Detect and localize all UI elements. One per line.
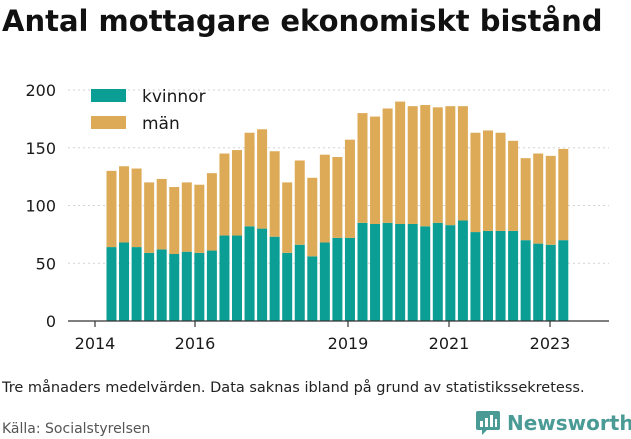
legend-label-kvinnor: kvinnor xyxy=(142,87,206,107)
bar-segment-män xyxy=(257,129,268,229)
bar-segment-kvinnor xyxy=(206,250,217,321)
x-tick-label: 2019 xyxy=(328,334,369,353)
bar-segment-kvinnor xyxy=(106,247,117,321)
bar-segment-män xyxy=(407,106,418,224)
stacked-bar-chart: 0 50 100 150 200 2014 2016 2019 2021 2023 kvinno… xyxy=(25,81,609,353)
bar-segment-män xyxy=(332,156,343,238)
bar-segment-kvinnor xyxy=(344,237,355,321)
bar-segment-kvinnor xyxy=(294,244,305,321)
bar-segment-kvinnor xyxy=(131,247,142,321)
bar-segment-män xyxy=(558,148,569,241)
bar-segment-män xyxy=(282,182,293,253)
bar-segment-män xyxy=(181,182,192,252)
bar-segment-män xyxy=(357,113,368,223)
bar-segment-kvinnor xyxy=(457,220,468,321)
newsworthy-logo-icon xyxy=(476,411,500,435)
bar-segment-män xyxy=(344,139,355,238)
bar-segment-män xyxy=(457,106,468,221)
bar-segment-män xyxy=(269,151,280,237)
bar-segment-kvinnor xyxy=(470,232,481,321)
y-tick-label: 0 xyxy=(46,312,56,331)
bar-segment-män xyxy=(545,155,556,245)
bar-segment-män xyxy=(119,166,130,243)
bar-segment-män xyxy=(131,168,142,248)
x-tick-label: 2023 xyxy=(530,334,571,353)
y-tick-label: 150 xyxy=(25,139,56,158)
bar-segment-kvinnor xyxy=(432,222,443,321)
bar-segment-män xyxy=(533,153,544,244)
bar-segment-kvinnor xyxy=(382,222,393,321)
legend-swatch-kvinnor xyxy=(91,89,126,102)
bar-segment-kvinnor xyxy=(144,252,155,321)
bar-segment-kvinnor xyxy=(357,222,368,321)
bar-segment-män xyxy=(144,182,155,253)
y-tick-label: 50 xyxy=(36,254,56,273)
bar-segment-kvinnor xyxy=(119,242,130,321)
bar-segment-kvinnor xyxy=(282,252,293,321)
bar-segment-kvinnor xyxy=(244,226,255,321)
bar-segment-män xyxy=(244,132,255,227)
bar-segment-män xyxy=(445,106,456,226)
bar-segment-kvinnor xyxy=(307,256,318,321)
bar-segment-kvinnor xyxy=(395,223,406,321)
bar-segment-kvinnor xyxy=(194,252,205,321)
bar-segment-män xyxy=(495,132,506,231)
bar-segment-kvinnor xyxy=(156,249,167,321)
bar-segment-män xyxy=(382,108,393,223)
bar-segment-män xyxy=(319,154,330,243)
bar-segment-män xyxy=(395,101,406,224)
bar-segment-män xyxy=(520,158,531,241)
bar-segment-män xyxy=(232,150,242,236)
bar-segment-män xyxy=(169,187,180,255)
bar-segment-kvinnor xyxy=(269,236,280,321)
bar-segment-män xyxy=(432,107,443,223)
bar-segment-kvinnor xyxy=(169,254,180,321)
x-tick-label: 2014 xyxy=(75,334,116,353)
bar-segment-kvinnor xyxy=(407,223,418,321)
bar-segment-män xyxy=(219,153,230,236)
bar-segment-kvinnor xyxy=(520,240,531,321)
x-axis: 2014 2016 2019 2021 2023 xyxy=(68,320,609,353)
bar-segment-kvinnor xyxy=(332,237,343,321)
brand-name: Newsworthy xyxy=(507,411,631,435)
bar-segment-kvinnor xyxy=(483,230,493,321)
newsworthy-brand[interactable]: Newsworthy xyxy=(475,408,631,438)
y-tick-label: 100 xyxy=(25,197,56,216)
bar-segment-kvinnor xyxy=(508,230,519,321)
legend-swatch-män xyxy=(91,116,126,129)
source-text: Källa: Socialstyrelsen xyxy=(2,421,151,437)
bar-segment-kvinnor xyxy=(219,235,230,321)
legend: kvinnor män xyxy=(91,87,206,134)
bar-segment-män xyxy=(420,105,431,227)
chart-title: Antal mottagare ekonomiskt bistånd xyxy=(2,4,603,38)
y-axis-labels: 0 50 100 150 200 xyxy=(25,81,56,331)
y-tick-label: 200 xyxy=(25,81,56,100)
x-tick-label: 2016 xyxy=(175,334,216,353)
bar-segment-män xyxy=(156,178,167,250)
bar-segment-kvinnor xyxy=(232,235,242,321)
bar-segment-kvinnor xyxy=(420,226,431,321)
bar-segment-kvinnor xyxy=(558,240,569,321)
bar-segment-kvinnor xyxy=(445,225,456,321)
bar-segment-kvinnor xyxy=(181,251,192,321)
bar-segment-män xyxy=(294,160,305,245)
bar-segment-kvinnor xyxy=(495,230,506,321)
bar-segment-män xyxy=(106,170,117,248)
bar-segment-män xyxy=(483,130,493,231)
x-tick-label: 2021 xyxy=(429,334,470,353)
bar-segment-män xyxy=(508,140,519,231)
bar-segment-kvinnor xyxy=(533,243,544,321)
bar-segment-män xyxy=(194,184,205,253)
bar-segment-män xyxy=(206,173,217,251)
bar-segment-kvinnor xyxy=(545,244,556,321)
chart-note: Tre månaders medelvärden. Data saknas ib… xyxy=(2,380,585,396)
bar-segment-kvinnor xyxy=(257,228,268,321)
bar-segment-män xyxy=(370,116,381,224)
bar-segment-män xyxy=(307,177,318,257)
bar-segment-kvinnor xyxy=(370,223,381,321)
bar-segment-kvinnor xyxy=(319,242,330,321)
legend-label-män: män xyxy=(142,114,180,134)
bar-segment-män xyxy=(470,132,481,233)
bars xyxy=(106,101,569,321)
